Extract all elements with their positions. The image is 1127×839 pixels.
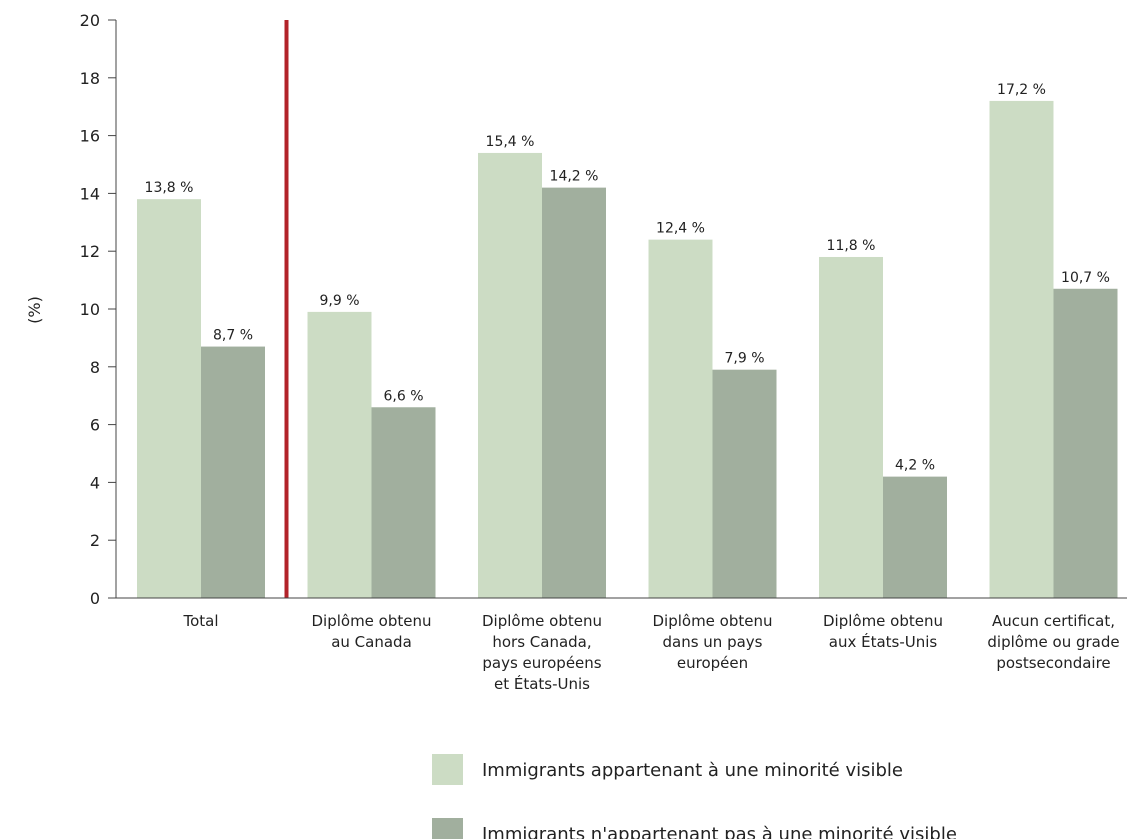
legend-swatch bbox=[432, 754, 463, 785]
y-axis-label: (%) bbox=[25, 296, 44, 324]
y-tick-label: 14 bbox=[80, 184, 100, 203]
category-label: Diplôme obtenu bbox=[311, 612, 431, 630]
legend-swatch bbox=[432, 818, 463, 839]
category-label: Diplôme obtenu bbox=[482, 612, 602, 630]
bar bbox=[819, 256, 883, 598]
data-label: 9,9 % bbox=[319, 293, 359, 309]
y-tick-label: 6 bbox=[90, 416, 100, 435]
category-label: Total bbox=[182, 612, 218, 630]
y-tick-label: 2 bbox=[90, 531, 100, 550]
bar bbox=[478, 152, 542, 598]
data-label: 6,6 % bbox=[383, 388, 423, 404]
data-label: 10,7 % bbox=[1061, 270, 1110, 286]
bar bbox=[989, 100, 1054, 599]
y-tick-label: 0 bbox=[90, 589, 100, 608]
data-label: 12,4 % bbox=[656, 221, 705, 237]
bar bbox=[648, 239, 713, 598]
y-tick-label: 18 bbox=[80, 69, 100, 88]
y-tick-label: 16 bbox=[80, 127, 100, 146]
data-label: 15,4 % bbox=[486, 134, 535, 150]
y-tick-label: 8 bbox=[90, 358, 100, 377]
y-tick-label: 12 bbox=[80, 242, 100, 261]
category-label: hors Canada, bbox=[492, 633, 591, 651]
bar bbox=[712, 369, 777, 598]
legend: Immigrants appartenant à une minorité vi… bbox=[432, 754, 957, 839]
y-tick-label: 20 bbox=[80, 11, 100, 30]
data-label: 7,9 % bbox=[724, 351, 764, 367]
category-label: diplôme ou grade bbox=[987, 633, 1119, 651]
bar bbox=[1053, 288, 1118, 598]
data-label: 4,2 % bbox=[895, 458, 935, 474]
category-label: européen bbox=[677, 654, 748, 672]
category-label: pays européens bbox=[482, 654, 601, 672]
category-label: aux États-Unis bbox=[829, 632, 938, 651]
category-label: dans un pays bbox=[663, 633, 763, 651]
data-label: 8,7 % bbox=[213, 328, 253, 344]
data-label: 14,2 % bbox=[550, 169, 599, 185]
category-label: Aucun certificat, bbox=[992, 612, 1115, 630]
x-axis: Total Diplôme obtenu au Canada Diplôme obte… bbox=[116, 597, 1127, 693]
category-label: Diplôme obtenu bbox=[652, 612, 772, 630]
data-label: 11,8 % bbox=[827, 238, 876, 254]
y-tick-label: 4 bbox=[90, 473, 100, 492]
legend-label: Immigrants appartenant à une minorité vi… bbox=[482, 760, 903, 781]
bar bbox=[137, 199, 201, 598]
bars: 13,8 % 8,7 % 9,9 % 6,6 % 15,4 % 14,2 % 12,4 % 7… bbox=[137, 20, 1118, 599]
legend-label: Immigrants n'appartenant pas à une minor… bbox=[482, 824, 957, 839]
y-tick-label: 10 bbox=[80, 300, 100, 319]
bar bbox=[371, 407, 436, 598]
bar bbox=[307, 311, 372, 598]
y-axis: 0 2 4 6 8 10 12 14 16 18 20 bbox=[80, 11, 117, 608]
bar bbox=[883, 476, 947, 598]
category-label: postsecondaire bbox=[996, 654, 1110, 672]
category-label: et États-Unis bbox=[494, 674, 590, 693]
bar bbox=[201, 346, 265, 598]
bar bbox=[542, 187, 606, 598]
data-label: 17,2 % bbox=[997, 82, 1046, 98]
category-label: au Canada bbox=[331, 633, 412, 651]
category-label: Diplôme obtenu bbox=[823, 612, 943, 630]
data-label: 13,8 % bbox=[145, 180, 194, 196]
